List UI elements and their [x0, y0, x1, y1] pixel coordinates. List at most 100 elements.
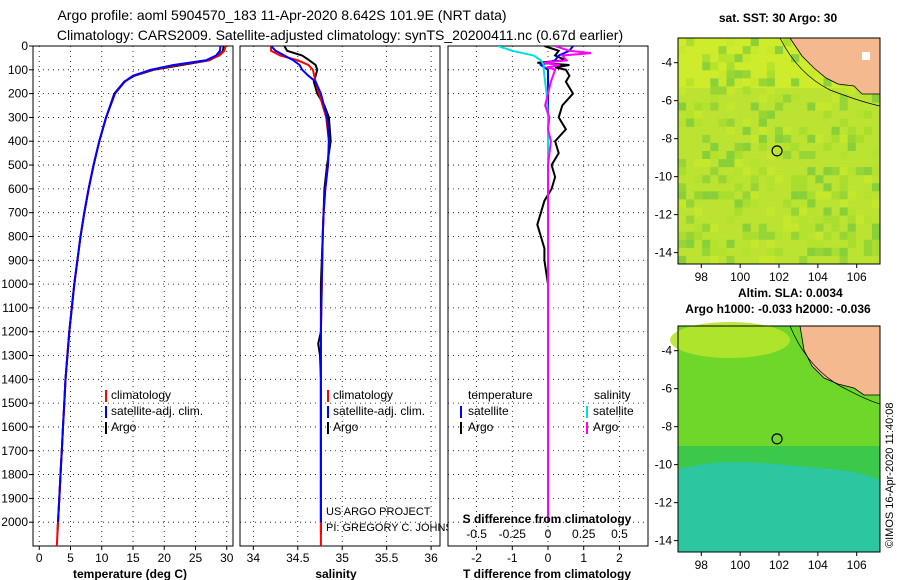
sst-cell: [678, 102, 687, 111]
sst-cell: [839, 247, 848, 256]
x-tick-label: 34: [247, 551, 261, 565]
sst-cell: [791, 94, 800, 103]
sst-cell: [839, 175, 848, 184]
sst-cell: [791, 231, 800, 240]
salinity-panel: 34 34.5 35 35.5 36 salinity climatology sate…: [239, 45, 469, 580]
sst-cell: [807, 70, 816, 79]
sst-cell: [871, 183, 881, 192]
map-x-tick-label: 106: [847, 270, 867, 284]
sst-cell: [718, 175, 727, 184]
x-tick-label: 0: [36, 551, 43, 565]
temperature-panel: 0 5 10 15 20 25 30 0 100 200 300 400 500 600 700 800 90…: [1, 39, 233, 580]
sst-cell: [791, 191, 800, 200]
sst-cell: [839, 183, 848, 192]
sla-map-title: Argo h1000: -0.033 h2000: -0.036: [685, 302, 871, 316]
sst-cell: [678, 86, 687, 95]
sst-cell: [694, 223, 703, 232]
sst-cell: [807, 247, 816, 256]
sst-cell: [783, 94, 792, 103]
sst-cell: [799, 215, 808, 224]
x-tick-label: 35: [336, 551, 350, 565]
sst-cell: [831, 247, 840, 256]
map-y-tick-label: -4: [661, 56, 672, 70]
sst-cell: [847, 239, 856, 248]
temperature-grid: [33, 45, 233, 546]
map-x-tick-label: 98: [695, 270, 709, 284]
sst-cell: [766, 175, 775, 184]
sst-cell: [742, 223, 751, 232]
sst-cell: [774, 231, 784, 240]
sst-cell: [758, 223, 767, 232]
pi-annotation: PI: GREGORY C. JOHNSON: [326, 522, 469, 534]
sst-cell: [702, 191, 711, 200]
sst-cell: [726, 150, 735, 160]
sst-cell: [871, 231, 881, 240]
sst-cell: [718, 78, 727, 87]
sst-cell: [726, 159, 735, 168]
sst-cell: [823, 207, 832, 216]
sst-cell: [847, 191, 856, 200]
sst-cell: [799, 126, 808, 135]
y-tick-label: 900: [8, 253, 28, 267]
sst-cell: [815, 239, 824, 248]
sst-cell: [847, 134, 856, 143]
sst-cell: [799, 231, 808, 240]
sst-cell: [823, 78, 832, 87]
salinity-x-ticks: 34 34.5 35 35.5 36: [247, 546, 438, 565]
legend-salinity-header: salinity: [594, 388, 631, 402]
y-tick-label: 1000: [1, 277, 28, 291]
sst-cell: [871, 150, 881, 160]
sst-cell: [807, 239, 816, 248]
y-tick-label: 1600: [1, 420, 28, 434]
map-x-tick-label: 98: [695, 558, 709, 572]
s-difference-ticks: -0.5 -0.25 0 0.25 0.5: [466, 527, 628, 541]
legend-t-satellite-label: satellite: [468, 404, 509, 418]
sst-cell: [758, 231, 767, 240]
sst-cell: [839, 167, 848, 176]
sst-cell: [710, 86, 719, 95]
sst-cell: [831, 215, 840, 224]
sst-cell: [702, 239, 711, 248]
x-tick-label: 36: [424, 551, 438, 565]
sst-cell: [734, 159, 743, 168]
sst-cell: [686, 78, 695, 87]
sst-cell: [726, 118, 735, 127]
sst-cell: [839, 231, 848, 240]
y-tick-label: 1200: [1, 325, 28, 339]
sst-cell: [694, 231, 703, 240]
y-tick-label: 0: [21, 39, 28, 53]
sst-cell: [783, 38, 792, 47]
sst-cell: [815, 247, 824, 256]
sst-cell: [839, 191, 848, 200]
sst-cell: [766, 183, 775, 192]
sst-cell: [718, 247, 727, 256]
sst-cell: [758, 255, 767, 264]
sst-cell: [694, 110, 703, 119]
sst-cell: [750, 78, 759, 87]
sst-cell: [847, 215, 856, 224]
y-tick-label: 200: [8, 87, 28, 101]
sst-cell: [863, 126, 872, 135]
sst-cell: [678, 191, 687, 200]
sst-cell: [694, 191, 703, 200]
sst-cell: [766, 70, 775, 79]
map-x-tick-label: 102: [769, 270, 789, 284]
sst-cell: [710, 102, 719, 111]
sst-cell: [710, 94, 719, 103]
sst-cell: [823, 215, 832, 224]
difference-panel: -2 -1 0 1 2 -0.5 -0.25 0 0.25 0.5 S difference f…: [447, 45, 649, 580]
sst-cell: [847, 126, 856, 135]
map-x-tick-label: 104: [808, 558, 828, 572]
temperature-lines: [55, 46, 227, 546]
sst-cell: [807, 191, 816, 200]
sst-cell: [718, 191, 727, 200]
sst-cell: [791, 183, 800, 192]
s-tick-label: 0.5: [611, 527, 628, 541]
y-tick-label: 1700: [1, 444, 28, 458]
sst-cell: [750, 38, 759, 47]
sst-cell: [742, 231, 751, 240]
project-annotation: US ARGO PROJECT: [326, 506, 431, 518]
sst-cell: [726, 215, 735, 224]
sst-cell: [783, 126, 792, 135]
salinity-grid: [240, 45, 440, 546]
